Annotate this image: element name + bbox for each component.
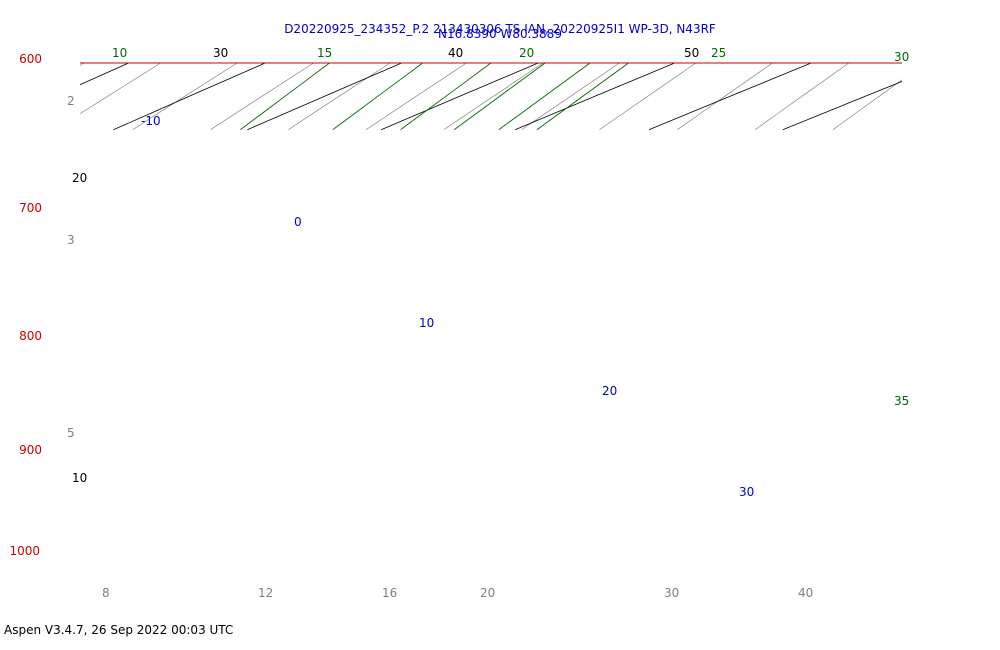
isotherm-labels: -10 0 10 20 30 <box>141 114 754 499</box>
dry-adiabat-label: 30 <box>213 46 228 60</box>
isotherm-label: 0 <box>294 215 302 229</box>
dry-adiabat-line <box>0 0 1000 130</box>
moist-adiabat-line <box>365 63 468 130</box>
bottom-label: 8 <box>102 586 110 600</box>
dry-adiabat-label: 40 <box>448 46 463 60</box>
isotherm-line <box>894 63 896 64</box>
moist-adiabat-line <box>599 63 697 130</box>
dry-adiabat-line <box>113 63 267 131</box>
dry-adiabat-label: 50 <box>684 46 699 60</box>
left-small-label: 3 <box>67 233 75 247</box>
isotherm-label: -10 <box>141 114 161 128</box>
mixing-ratio-label: 15 <box>317 46 332 60</box>
moist-adiabat-line <box>677 63 774 130</box>
pressure-label: 700 <box>19 201 42 215</box>
mixing-ratio-line <box>332 63 424 131</box>
mixing-ratio-line <box>498 63 591 131</box>
software-footer: Aspen V3.4.7, 26 Sep 2022 00:03 UTC <box>4 623 234 637</box>
skewt-chart: D20220925_234352_P.2 213430306 TS IAN, 2… <box>0 0 1000 600</box>
moist-adiabat-line <box>132 63 238 130</box>
pressure-label: 900 <box>19 443 42 457</box>
secondary-labels: 2 3 5 8 12 16 20 30 40 <box>67 94 813 600</box>
bottom-label: 30 <box>664 586 679 600</box>
moist-adiabat-line <box>832 79 902 130</box>
dry-adiabat-line <box>648 63 813 131</box>
moist-adiabats <box>80 0 1000 130</box>
moist-adiabat-line <box>80 63 162 115</box>
chart-title: D20220925_234352_P.2 213430306 TS IAN, 2… <box>284 22 716 36</box>
dry-adiabat-line <box>381 63 540 131</box>
mixing-ratio-label: 20 <box>519 46 534 60</box>
pressure-label: 600 <box>19 52 42 66</box>
moist-adiabat-line <box>210 63 315 130</box>
mixing-ratio-label: 10 <box>112 46 127 60</box>
bottom-label: 40 <box>798 586 813 600</box>
bottom-label: 16 <box>382 586 397 600</box>
pressure-axis: 600 700 800 900 1000 <box>9 52 42 558</box>
isotherm-line <box>736 63 738 64</box>
dry-adiabat-line <box>0 0 1000 130</box>
dry-adiabat-label: 10 <box>72 471 87 485</box>
isobars <box>80 62 902 64</box>
dry-adiabat-labels: 30 40 50 20 10 <box>72 46 699 485</box>
dry-adiabat-line <box>782 81 902 131</box>
pressure-label: 800 <box>19 329 42 343</box>
moist-adiabat-line <box>521 63 621 130</box>
chart-subtitle: N16.8390 W80.3889 <box>438 27 562 41</box>
mixing-ratio-line <box>400 63 492 131</box>
isotherm-label: 30 <box>739 485 754 499</box>
mixing-ratio-labels: 10 15 20 25 30 35 <box>112 46 909 408</box>
dry-adiabat-line <box>247 63 403 131</box>
dry-adiabat-line <box>0 0 935 130</box>
dry-adiabat-label: 20 <box>72 171 87 185</box>
left-small-label: 2 <box>67 94 75 108</box>
mixing-ratio-label: 25 <box>711 46 726 60</box>
isotherm-label: 10 <box>419 316 434 330</box>
mixing-ratio-line <box>453 63 546 131</box>
pressure-label: 1000 <box>9 544 40 558</box>
background-lines <box>0 0 1000 131</box>
dry-adiabat-line <box>80 63 130 86</box>
mixing-ratio-lines <box>240 63 630 131</box>
bottom-label: 12 <box>258 586 273 600</box>
moist-adiabat-line <box>80 63 85 67</box>
mixing-ratio-label: 30 <box>894 50 909 64</box>
mixing-ratio-label: 35 <box>894 394 909 408</box>
left-small-label: 5 <box>67 426 75 440</box>
bottom-label: 20 <box>480 586 495 600</box>
isotherm-label: 20 <box>602 384 617 398</box>
dry-adiabats <box>0 0 1000 131</box>
mixing-ratio-line <box>240 63 331 131</box>
moist-adiabat-line <box>443 63 544 130</box>
moist-adiabat-line <box>754 63 850 130</box>
moist-adiabat-line <box>911 0 1000 130</box>
mixing-ratio-line <box>536 63 630 131</box>
